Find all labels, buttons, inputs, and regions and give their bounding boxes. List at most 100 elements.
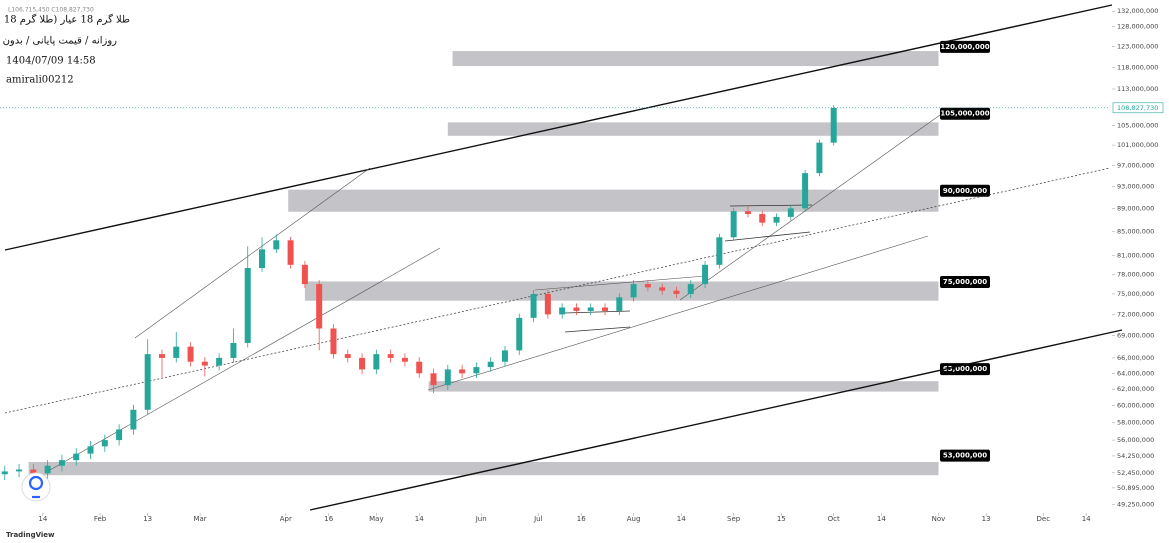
zone [28, 461, 939, 476]
candle-body [216, 357, 223, 366]
y-tick-label: 113,000,000 [1117, 85, 1158, 93]
ohlc-text: L106,715,450 C108,827,730 [8, 7, 94, 14]
trend-line [309, 329, 1123, 511]
candle-body [30, 469, 37, 474]
y-tick-label: 75,000,000 [1117, 290, 1154, 298]
x-tick-label: Aug [627, 515, 641, 523]
x-tick-label: Dec [1037, 515, 1051, 523]
candle-body [187, 346, 194, 362]
zone-label: 53,000,000 [943, 452, 987, 460]
candle-body [602, 307, 609, 311]
zone [428, 381, 939, 392]
x-tick-label: 14 [877, 515, 886, 523]
candle-body [373, 354, 380, 370]
candle-body [816, 142, 823, 174]
candle-body [530, 293, 537, 318]
candle-body [230, 342, 237, 358]
y-tick-label: 105,000,000 [1117, 122, 1158, 130]
candle-body [759, 214, 766, 223]
candle-body [802, 173, 809, 209]
zone-label-box [940, 184, 990, 197]
candle-body [573, 307, 580, 311]
x-tick-label: 14 [677, 515, 686, 523]
author: amirali00212 [6, 75, 74, 86]
y-tick-label: 54,250,000 [1117, 452, 1154, 460]
candle-body [73, 453, 80, 461]
y-tick-label: 49,250,000 [1117, 500, 1154, 508]
y-tick-label: 69,000,000 [1117, 332, 1154, 340]
trend-line [427, 235, 929, 391]
x-tick-label: Nov [932, 515, 946, 523]
candle-body [344, 354, 351, 358]
x-tick-label: Apr [280, 515, 292, 523]
zone-label: 90,000,000 [943, 187, 987, 195]
candle-body [473, 367, 480, 374]
candle-body [130, 409, 137, 430]
x-tick-label: 13 [143, 515, 152, 523]
x-tick-label: 14 [38, 515, 47, 523]
y-tick-label: 58,000,000 [1117, 419, 1154, 427]
x-tick-label: Oct [828, 515, 840, 523]
zone-label-box [940, 40, 990, 53]
candle-body [730, 211, 737, 238]
chart-title: طلا گرم 18 عیار (طلا گرم 18 عیار ) [0, 14, 130, 26]
trend-line [729, 204, 813, 207]
candle-body [273, 240, 280, 250]
y-tick-label: 78,000,000 [1117, 270, 1154, 278]
y-tick-label: 66,000,000 [1117, 354, 1154, 362]
candle-body [101, 440, 108, 447]
zone-label: 63,000,000 [943, 365, 987, 373]
candle-body [559, 307, 566, 315]
candle-body [116, 429, 123, 441]
zone-label: 105,000,000 [940, 110, 989, 118]
x-tick-label: 13 [982, 515, 991, 523]
candle-body [416, 361, 423, 374]
candle-body [459, 369, 466, 374]
y-tick-label: 97,000,000 [1117, 161, 1154, 169]
zone-label: 75,000,000 [943, 278, 987, 286]
zone-label-box [940, 275, 990, 288]
candle-body [244, 267, 251, 343]
y-tick-label: 60,000,000 [1117, 402, 1154, 410]
candle-body [444, 369, 451, 386]
candle-body [616, 297, 623, 311]
y-tick-label: 56,000,000 [1117, 436, 1154, 444]
zone [452, 51, 939, 67]
last-price-box [1112, 102, 1164, 114]
candle-body [830, 107, 837, 143]
last-price-label: 108,827,730 [1117, 104, 1158, 112]
candle-body [687, 284, 694, 294]
timestamp: 1404/07/09 14:58 [6, 56, 96, 67]
y-tick-label: 72,000,000 [1117, 310, 1154, 318]
candle-body [16, 469, 23, 472]
y-tick-label: 101,000,000 [1117, 141, 1158, 149]
trend-line [134, 167, 371, 339]
axes: 132,000,000 128,000,000 123,000,000 118,000… [0, 7, 1164, 523]
candle-body [287, 240, 294, 265]
x-tick-label: Jun [475, 515, 487, 523]
candle-body [144, 354, 151, 410]
candle-body [787, 208, 794, 217]
trend-line [4, 4, 1113, 251]
y-tick-label: 52,450,000 [1117, 469, 1154, 477]
trend-line [534, 275, 706, 291]
y-tick-label: 128,000,000 [1117, 23, 1158, 31]
y-tick-label: 132,000,000 [1117, 7, 1158, 15]
zone [288, 189, 939, 212]
candle-body [659, 287, 666, 291]
x-tick-label: 16 [324, 515, 333, 523]
y-tick-label: 81,000,000 [1117, 251, 1154, 259]
x-tick-label: Feb [94, 515, 107, 523]
candle-body [501, 350, 508, 362]
zone-label-box [940, 449, 990, 462]
candle-body [587, 307, 594, 311]
y-tick-label: 118,000,000 [1117, 63, 1158, 71]
candles [1, 105, 837, 481]
candle-body [430, 373, 437, 386]
y-tick-label: 93,000,000 [1117, 182, 1154, 190]
trend-line [49, 247, 441, 471]
trend-line [679, 114, 941, 301]
candle-body [44, 465, 51, 474]
candle-body [58, 460, 65, 466]
x-tick-label: 15 [777, 515, 786, 523]
